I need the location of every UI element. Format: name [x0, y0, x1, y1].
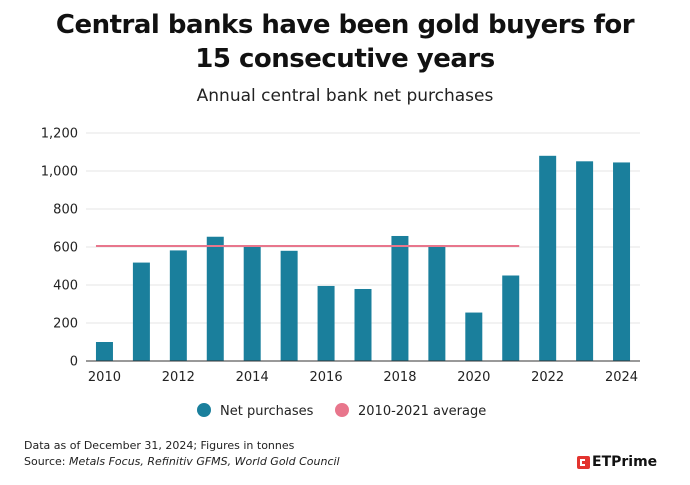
bar-2020: [465, 312, 483, 361]
bar-2023: [576, 161, 594, 361]
legend: Net purchases 2010-2021 average: [197, 403, 486, 419]
x-tick-label: 2018: [383, 370, 416, 385]
bar-2014: [243, 246, 261, 361]
source-line: Source: Metals Focus, Refinitiv GFMS, Wo…: [24, 454, 340, 470]
x-tick-label: 2016: [310, 370, 343, 385]
brand-logo: ETPrime: [577, 453, 657, 471]
chart-title-line-2: 15 consecutive years: [195, 44, 495, 74]
source-text: Metals Focus, Refinitiv GFMS, World Gold…: [69, 455, 340, 468]
legend-label: 2010-2021 average: [358, 404, 486, 419]
legend-marker: [197, 403, 211, 417]
y-tick-label: 1,200: [41, 127, 78, 142]
et-logo-icon: [577, 455, 590, 469]
source-label: Source:: [24, 455, 66, 468]
bar-2018: [391, 235, 409, 361]
x-tick-label: 2012: [162, 370, 195, 385]
bar-2013: [206, 236, 224, 361]
bar-2024: [613, 162, 631, 361]
data-note: Data as of December 31, 2024; Figures in…: [24, 439, 295, 452]
chart-title: Central banks have been gold buyers for …: [0, 8, 690, 76]
chart-title-line-1: Central banks have been gold buyers for: [55, 10, 635, 40]
y-tick-label: 0: [70, 355, 78, 370]
bar-2019: [428, 246, 446, 361]
x-tick-label: 2020: [457, 370, 490, 385]
legend-marker: [335, 403, 349, 417]
bar-2015: [280, 250, 298, 361]
bar-2016: [317, 285, 335, 361]
x-tick-label: 2022: [531, 370, 564, 385]
chart-subtitle: Annual central bank net purchases: [196, 86, 494, 106]
y-tick-label: 600: [53, 241, 78, 256]
x-tick-label: 2010: [88, 370, 121, 385]
bar-2010: [95, 342, 113, 361]
legend-label: Net purchases: [220, 404, 314, 419]
footnote: Data as of December 31, 2024; Figures in…: [24, 438, 340, 470]
bar-2017: [354, 288, 372, 361]
brand-name: ETPrime: [592, 454, 658, 470]
axes: 0 200 400 600 800 1,000 1,200 2010 2012 2014 2016 2…: [41, 127, 640, 385]
y-tick-label: 400: [53, 279, 78, 294]
bar-2011: [132, 262, 150, 361]
bar-2021: [502, 275, 520, 361]
bar-2022: [539, 155, 557, 361]
y-tick-label: 1,000: [41, 165, 78, 180]
bar-2012: [169, 250, 187, 361]
bars: [95, 155, 631, 361]
y-tick-label: 200: [53, 317, 78, 332]
x-tick-label: 2024: [605, 370, 638, 385]
y-tick-label: 800: [53, 203, 78, 218]
bar-chart: 0 200 400 600 800 1,000 1,200 2010 2012 2014 2016 2…: [41, 127, 640, 419]
x-tick-label: 2014: [236, 370, 269, 385]
